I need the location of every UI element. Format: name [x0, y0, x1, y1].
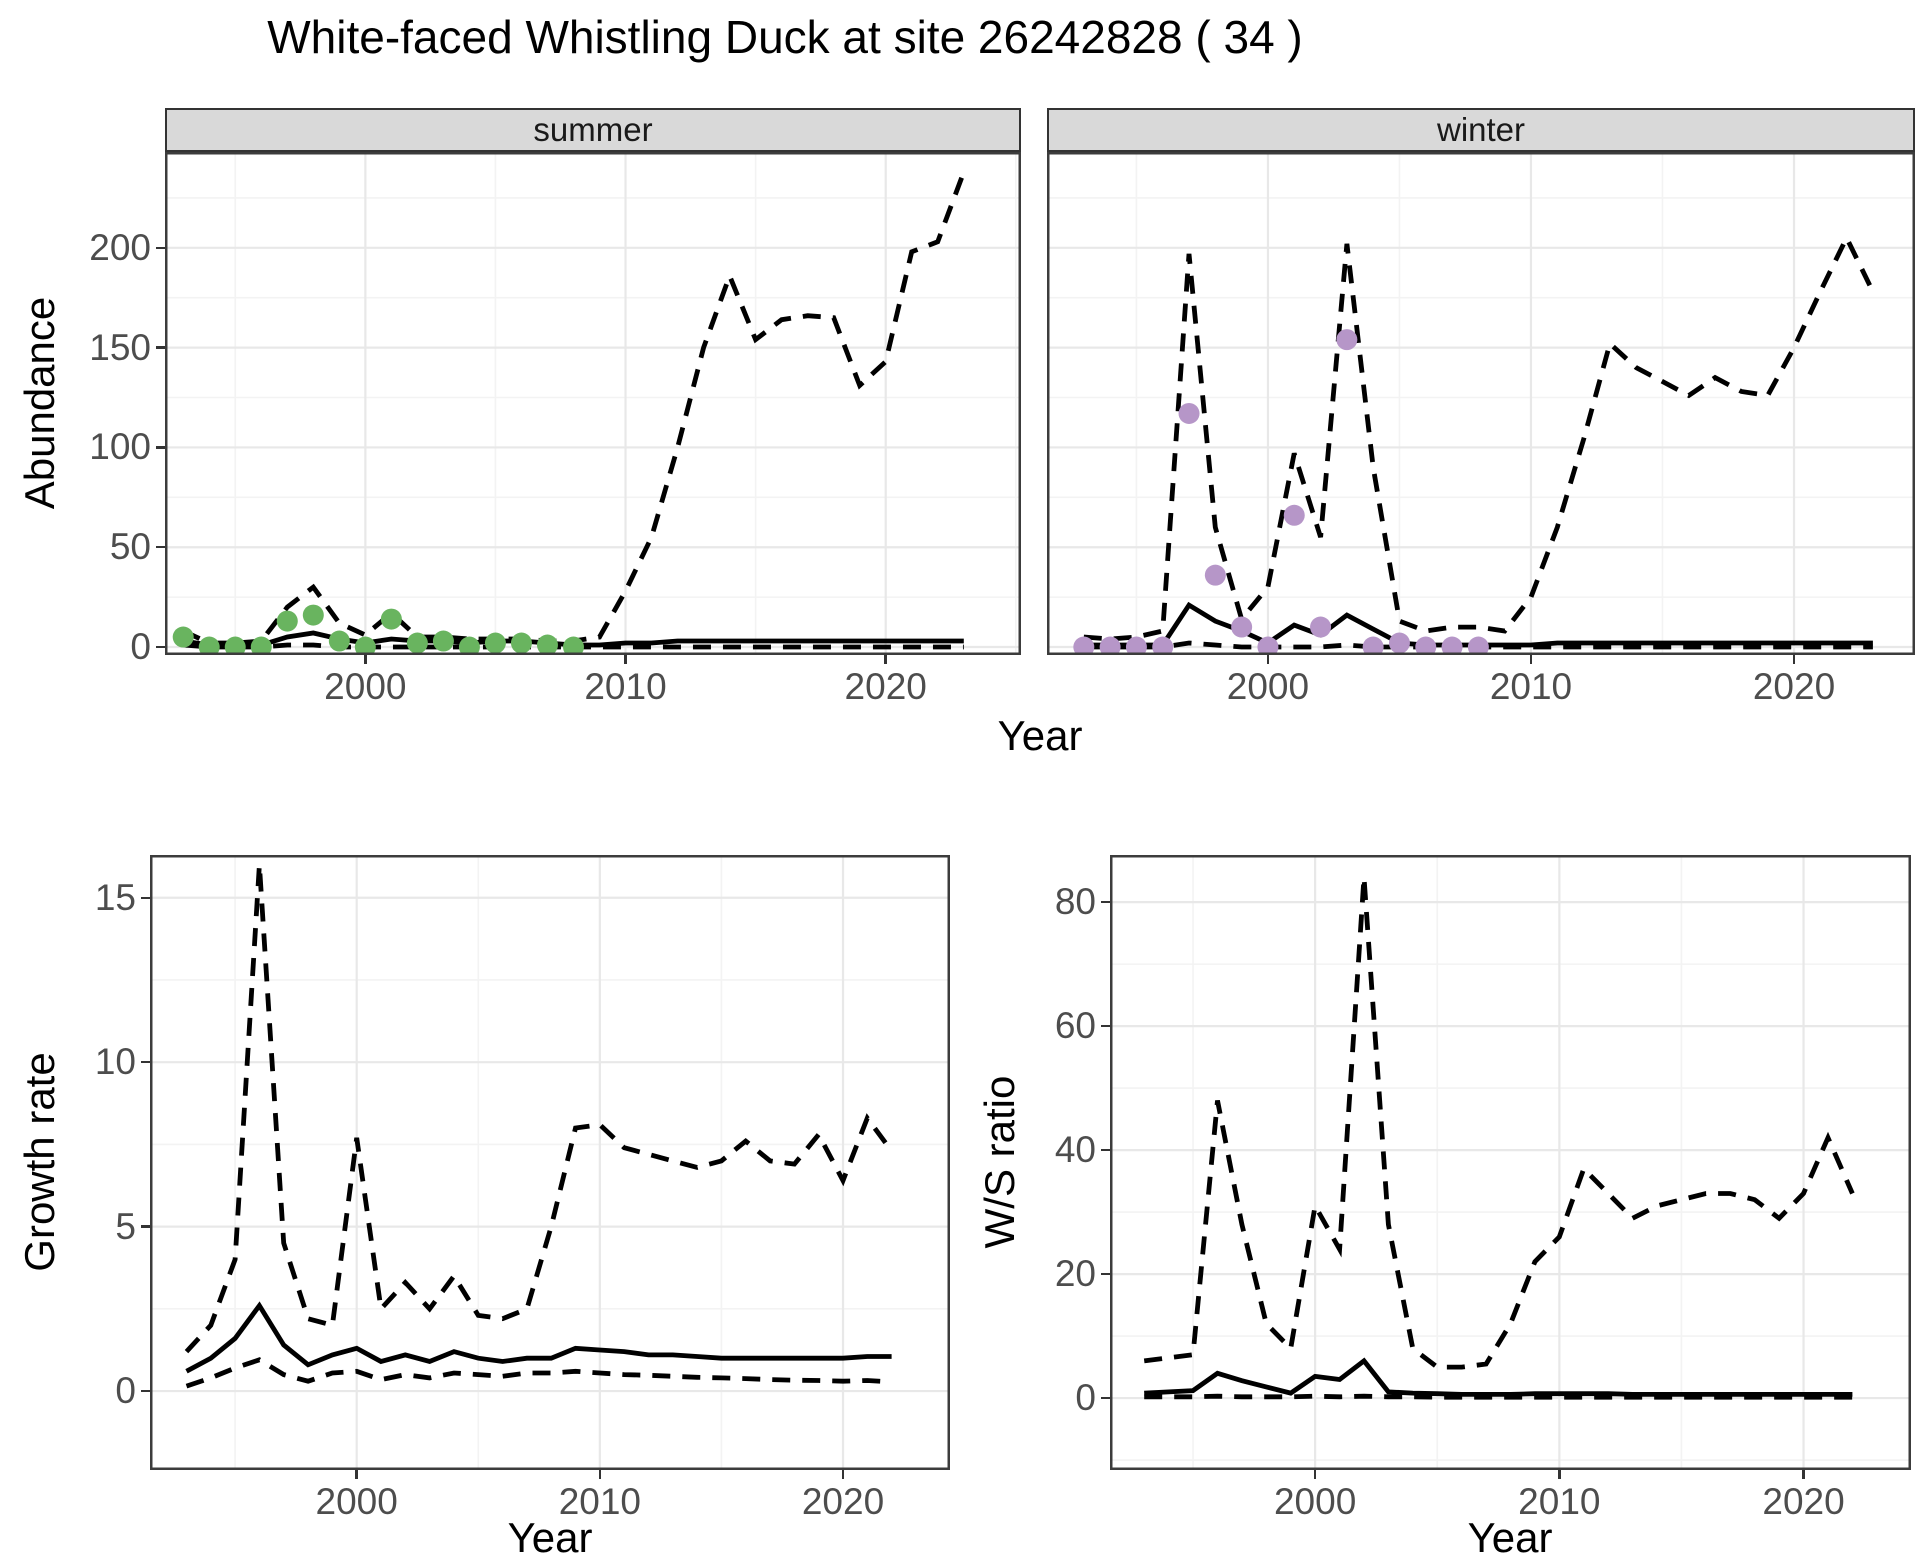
- y-tick-mark: [1101, 1272, 1110, 1276]
- panel-ws-ratio: [1110, 855, 1911, 1470]
- x-tick-label: 2000: [315, 1481, 398, 1522]
- abundance_summer-observations: [172, 604, 584, 658]
- growth_rate-lower_95ci: [185, 1357, 892, 1389]
- ws_ratio-upper_95ci: [1143, 877, 1855, 1370]
- y-tick-mark: [156, 545, 165, 549]
- y-tick-label: 15: [94, 876, 136, 918]
- y-tick-label: 0: [1075, 1377, 1096, 1419]
- page-title: White-faced Whistling Duck at site 26242…: [267, 11, 1303, 63]
- x-tick-mark: [624, 655, 627, 664]
- ws_ratio-median: [1144, 1357, 1853, 1397]
- y-tick-label: 100: [89, 426, 151, 468]
- y-tick-label: 5: [115, 1205, 136, 1247]
- y-tick-label: 50: [109, 526, 151, 568]
- y-tick-label: 20: [1054, 1253, 1096, 1295]
- y-tick-mark: [141, 896, 150, 899]
- x-axis-title-year-growth: Year: [507, 1514, 593, 1560]
- panel-growth-rate: [150, 855, 950, 1470]
- y-tick-mark: [156, 346, 165, 349]
- abundance_winter-upper_95ci: [1083, 232, 1876, 642]
- x-tick-mark: [1529, 655, 1533, 664]
- panel-abundance-summer: [165, 152, 1021, 658]
- growth_rate-upper_95ci: [184, 864, 894, 1354]
- facet-strip-summer: summer: [165, 108, 1021, 152]
- x-tick-label: 2020: [1752, 666, 1836, 707]
- y-tick-label: 200: [89, 226, 151, 268]
- x-axis-title-year-top: Year: [997, 712, 1083, 759]
- x-tick-mark: [884, 655, 887, 664]
- y-tick-label: 40: [1054, 1129, 1096, 1171]
- x-tick-mark: [1558, 1470, 1561, 1479]
- abundance_summer-upper_95ci: [182, 171, 967, 646]
- x-tick-mark: [1266, 655, 1270, 664]
- y-tick-mark: [141, 1060, 150, 1064]
- x-tick-mark: [364, 655, 367, 664]
- facet-strip-winter-label: winter: [1436, 111, 1526, 148]
- y-tick-mark: [1101, 1396, 1110, 1400]
- y-tick-label: 10: [94, 1041, 136, 1083]
- x-tick-mark: [1802, 1470, 1805, 1479]
- x-tick-mark: [1792, 655, 1796, 664]
- y-tick-label: 0: [130, 626, 151, 668]
- y-tick-mark: [156, 246, 165, 250]
- panel-abundance-winter: [1047, 152, 1915, 658]
- x-tick-mark: [1313, 1470, 1317, 1479]
- x-tick-mark: [841, 1470, 845, 1479]
- x-tick-label: 2020: [844, 666, 927, 707]
- y-tick-mark: [1101, 1024, 1110, 1028]
- x-tick-mark: [355, 1470, 358, 1479]
- x-tick-label: 2010: [584, 666, 667, 707]
- y-tick-mark: [141, 1389, 150, 1393]
- x-tick-label: 2000: [324, 666, 407, 707]
- y-tick-mark: [156, 645, 165, 649]
- x-tick-label: 2010: [1489, 666, 1573, 707]
- y-tick-label: 60: [1054, 1005, 1096, 1047]
- y-tick-mark: [1101, 1148, 1110, 1152]
- x-tick-label: 2010: [1518, 1481, 1601, 1522]
- x-tick-label: 2000: [1273, 1481, 1357, 1522]
- y-tick-mark: [141, 1225, 150, 1228]
- x-tick-label: 2020: [801, 1481, 885, 1522]
- growth_rate-median: [185, 1301, 892, 1374]
- facet-strip-winter: winter: [1047, 108, 1915, 152]
- y-tick-label: 80: [1054, 881, 1096, 923]
- y-tick-label: 150: [89, 326, 151, 368]
- x-tick-mark: [598, 1470, 602, 1479]
- y-tick-label: 0: [115, 1370, 136, 1412]
- x-axis-title-year-ws: Year: [1467, 1514, 1553, 1560]
- x-tick-label: 2010: [558, 1481, 641, 1522]
- y-tick-mark: [156, 446, 165, 449]
- facet-strip-summer-label: summer: [533, 111, 653, 148]
- y-tick-mark: [1101, 900, 1110, 904]
- x-tick-label: 2000: [1226, 666, 1310, 707]
- x-tick-label: 2020: [1762, 1481, 1845, 1522]
- abundance_winter-observations: [1073, 329, 1489, 658]
